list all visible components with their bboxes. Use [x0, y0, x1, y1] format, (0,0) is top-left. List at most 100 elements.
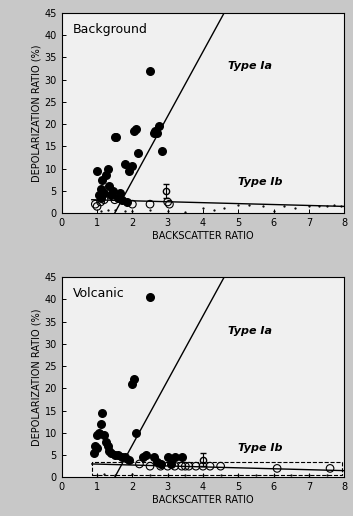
Point	[135, 149, 140, 157]
Point	[112, 451, 118, 459]
Point	[126, 167, 132, 175]
Point	[165, 198, 170, 206]
Point	[183, 471, 188, 479]
Point	[98, 198, 103, 206]
Y-axis label: DEPOLARIZATION RATIO (%): DEPOLARIZATION RATIO (%)	[32, 309, 42, 446]
Point	[112, 133, 118, 141]
Point	[147, 293, 153, 301]
Point	[200, 462, 206, 470]
Point	[235, 201, 241, 209]
Point	[94, 431, 100, 439]
Point	[324, 202, 329, 211]
Text: Type Ib: Type Ib	[238, 443, 283, 454]
Point	[172, 462, 178, 470]
Point	[96, 191, 102, 199]
Point	[158, 460, 163, 468]
Point	[130, 470, 135, 478]
Point	[246, 201, 252, 209]
Point	[112, 196, 118, 204]
Point	[98, 420, 103, 428]
Point	[96, 429, 102, 437]
Point	[122, 160, 128, 168]
Y-axis label: DEPOLARIZATION RATIO (%): DEPOLARIZATION RATIO (%)	[32, 44, 42, 182]
Point	[165, 453, 170, 461]
Point	[211, 205, 216, 214]
Point	[179, 453, 185, 461]
Point	[147, 200, 153, 208]
Text: Background: Background	[73, 23, 148, 36]
Point	[115, 194, 121, 202]
Point	[154, 129, 160, 137]
Point	[151, 453, 156, 461]
Point	[306, 471, 312, 479]
Point	[131, 126, 137, 135]
Point	[133, 429, 139, 437]
Point	[101, 431, 107, 439]
Point	[193, 462, 199, 470]
Point	[105, 442, 110, 450]
Point	[147, 67, 153, 75]
Point	[124, 198, 130, 206]
Point	[131, 375, 137, 383]
Point	[218, 471, 223, 479]
Point	[186, 462, 192, 470]
Point	[112, 471, 118, 479]
Point	[317, 202, 322, 211]
Point	[115, 451, 121, 459]
Point	[306, 202, 312, 211]
Point	[288, 471, 294, 479]
Point	[235, 471, 241, 479]
Point	[117, 189, 123, 197]
Point	[151, 129, 156, 137]
Point	[98, 194, 103, 202]
Point	[108, 449, 114, 457]
Point	[218, 462, 223, 470]
Point	[108, 191, 114, 199]
Point	[122, 453, 128, 461]
Point	[160, 147, 165, 155]
Point	[281, 202, 287, 211]
Point	[274, 464, 280, 473]
Point	[92, 442, 98, 450]
Point	[207, 462, 213, 470]
Point	[271, 207, 276, 215]
Point	[130, 207, 135, 215]
Point	[122, 207, 128, 215]
Point	[119, 453, 125, 461]
Point	[126, 456, 132, 464]
Point	[140, 453, 146, 461]
Point	[338, 202, 343, 211]
Point	[137, 460, 142, 468]
Point	[107, 182, 112, 190]
Point	[105, 205, 110, 214]
Point	[183, 207, 188, 216]
Point	[94, 167, 100, 175]
Point	[168, 460, 174, 468]
Point	[100, 175, 105, 184]
Point	[119, 196, 125, 204]
Text: Volcanic: Volcanic	[73, 287, 125, 300]
Point	[130, 200, 135, 208]
Point	[200, 471, 206, 479]
Point	[147, 471, 153, 479]
Point	[158, 462, 163, 470]
Point	[156, 122, 162, 131]
Point	[147, 462, 153, 470]
Bar	[92, 462, 342, 475]
Point	[179, 462, 185, 470]
Point	[101, 189, 107, 197]
Point	[165, 471, 170, 479]
Point	[107, 446, 112, 455]
Text: Type Ia: Type Ia	[228, 61, 272, 71]
Point	[103, 171, 109, 180]
Point	[94, 202, 100, 211]
Point	[253, 471, 259, 479]
X-axis label: BACKSCATTER RATIO: BACKSCATTER RATIO	[152, 495, 254, 505]
Point	[112, 205, 118, 214]
Point	[183, 462, 188, 470]
Point	[221, 204, 227, 212]
Point	[92, 200, 98, 208]
Point	[105, 165, 110, 173]
Text: Type Ia: Type Ia	[228, 326, 272, 335]
Point	[130, 380, 135, 388]
